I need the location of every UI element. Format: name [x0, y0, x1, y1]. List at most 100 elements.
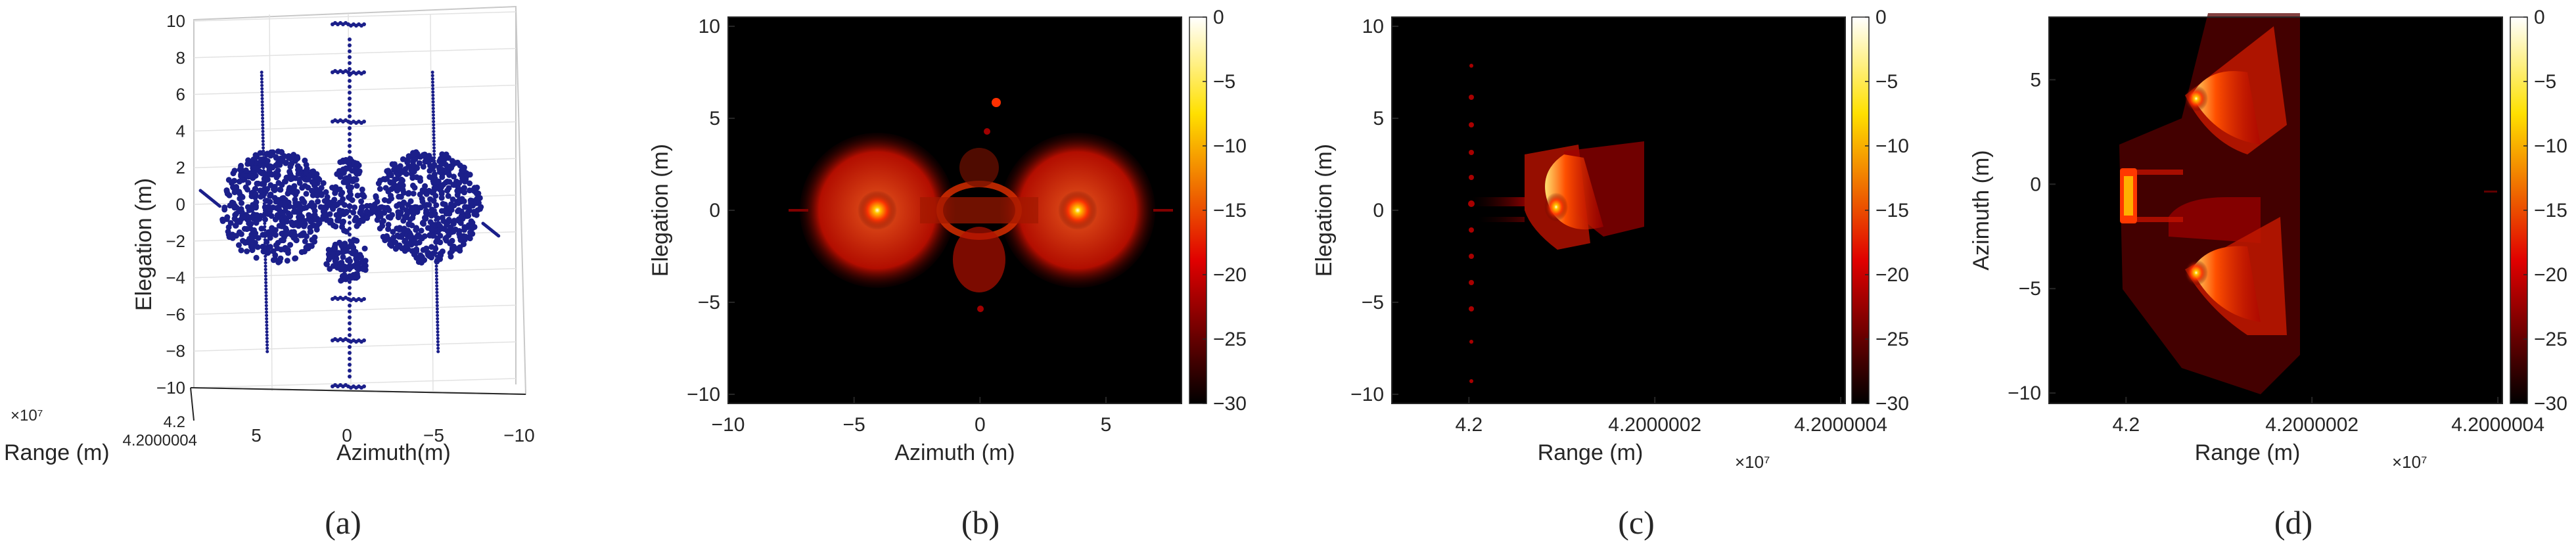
panel-a-point [248, 237, 255, 243]
panel-a-point [252, 204, 259, 211]
panel-a-point [260, 77, 264, 81]
panel-a-point [263, 238, 267, 242]
panel-a-point [265, 350, 269, 354]
panel-a-point [265, 340, 269, 344]
panel-a-point [333, 188, 339, 195]
panel-a-point [353, 275, 359, 281]
panel-a-point [264, 158, 271, 164]
panel-b-ticks: 10 5 0 −5 −10 −10 −5 0 5 [687, 16, 1111, 436]
y-tick-label: 0 [709, 200, 720, 221]
x-tick-label: 4.2000002 [2265, 414, 2358, 436]
panel-a-point [445, 193, 451, 199]
panel-a-point [458, 208, 465, 215]
panel-a-point [306, 212, 312, 218]
panel-a-point [287, 242, 294, 248]
panel-a-point [337, 168, 344, 174]
panel-a-point [379, 204, 385, 210]
panel-a-point [354, 223, 360, 229]
panel-a-point [436, 346, 440, 350]
panel-b: 10 5 0 −5 −10 −10 −5 0 5 Elegation (m) Azimuth (… [648, 7, 1247, 541]
panel-a-point [434, 215, 438, 219]
panel-a-point [413, 241, 419, 246]
panel-a-point [292, 196, 298, 203]
panel-a-point [348, 191, 352, 195]
panel-a-point [265, 327, 269, 331]
panel-a-point [431, 110, 435, 114]
panel-a-point [434, 221, 438, 225]
panel-d-image [2119, 13, 2497, 394]
panel-a-point [283, 225, 289, 231]
panel-a-point [241, 214, 247, 221]
panel-a-point [305, 185, 311, 191]
panel-a-point [426, 202, 432, 208]
panel-a-point [348, 49, 352, 53]
panel-a-point [385, 226, 392, 233]
x-tick-label: −5 [843, 414, 865, 436]
colorbar-tick-label: −30 [2534, 393, 2567, 415]
panel-a-point [434, 264, 438, 268]
panel-a-point [350, 209, 357, 216]
panel-a-point [272, 227, 279, 233]
panel-a-point [253, 218, 259, 224]
panel-a-point [401, 189, 407, 196]
panel-a-point [271, 186, 277, 193]
panel-a-point [263, 228, 267, 232]
panel-a-point [348, 298, 352, 302]
panel-a-point [348, 61, 352, 65]
panel-a-point [262, 172, 265, 176]
panel-a-point [348, 126, 352, 130]
panel-a-point [250, 242, 256, 249]
panel-a-point [330, 205, 336, 212]
panel-c: 10 5 0 −5 −10 4.2 4.2000002 4.2000004 Elegation… [1312, 7, 1909, 541]
panel-a-point [275, 148, 281, 154]
colorbar-tick-label: −10 [1875, 135, 1909, 157]
panel-a-point [352, 217, 358, 223]
panel-a-point [436, 313, 440, 317]
panel-a-point [264, 304, 268, 308]
panel-a-point [425, 159, 432, 166]
panel-a-point [348, 209, 352, 213]
panel-a-point [264, 258, 267, 262]
panel-a-point [242, 240, 248, 246]
panel-a-point [262, 149, 265, 153]
colorbar-tick-label: −10 [2534, 135, 2567, 157]
panel-a-scatter-points [198, 21, 501, 390]
panel-a-point [262, 185, 266, 189]
panel-a-point [432, 159, 436, 163]
panel-a-point [299, 185, 306, 191]
panel-a-point [431, 90, 435, 94]
panel-a-point [264, 248, 267, 252]
panel-a-y-tick: 0 [342, 425, 352, 446]
panel-a-point [408, 167, 415, 173]
colorbar-tick-label: −25 [2534, 329, 2567, 350]
panel-a-point [391, 166, 397, 173]
panel-a-point [257, 187, 264, 194]
panel-a-point [336, 239, 343, 246]
panel-a-point [348, 97, 352, 101]
panel-a-z-tick: 10 [166, 11, 185, 31]
panel-a-point [348, 351, 352, 355]
panel-a-point [275, 179, 282, 186]
panel-a-point [264, 294, 268, 298]
panel-a-point [410, 162, 417, 168]
panel-a-point [437, 233, 444, 239]
panel-a-point [446, 216, 452, 223]
panel-a-point [265, 317, 269, 321]
panel-a-point [438, 252, 444, 258]
panel-a-point [264, 277, 267, 281]
panel-a-point [348, 173, 352, 177]
panel-a-point [262, 156, 265, 160]
panel-a-point [377, 210, 383, 216]
panel-a-point [451, 218, 457, 224]
panel-a-point [435, 281, 439, 285]
panel-a-point [394, 187, 400, 194]
panel-a-point [434, 235, 438, 239]
panel-a-point [433, 208, 437, 212]
colorbar-tick-label: 0 [1213, 7, 1224, 28]
panel-a-point [340, 249, 346, 256]
panel-a-point [348, 233, 352, 237]
panel-a-point [348, 286, 352, 290]
panel-a-point [262, 162, 265, 166]
panel-a-point [419, 219, 426, 226]
panel-a-point [265, 313, 269, 317]
